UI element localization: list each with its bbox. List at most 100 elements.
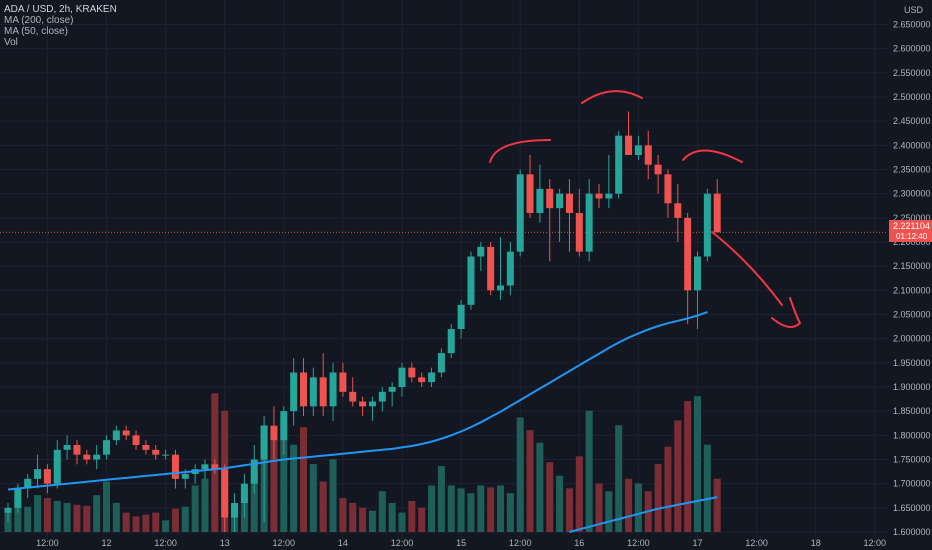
candle-body — [457, 304, 465, 329]
volume-bar — [142, 514, 150, 532]
time-tick-label: 12:00 — [745, 538, 768, 548]
time-axis[interactable]: 12:00 12 12:00 13 12:00 14 12:00 15 12:00 16 12:00… — [0, 538, 932, 550]
candle-body — [270, 425, 278, 441]
volume-bar — [73, 504, 81, 532]
candle-body — [309, 377, 317, 407]
legend-ma200[interactable]: MA (200, close) — [4, 15, 74, 26]
candle-body — [684, 217, 692, 291]
current-price-value: 2.221104 — [893, 221, 930, 231]
candle-body — [526, 174, 534, 213]
candle-body — [418, 377, 426, 383]
legend-symbol[interactable]: ADA / USD, 2h, KRAKEN — [4, 4, 117, 15]
volume-bar — [546, 462, 554, 532]
candle-body — [280, 411, 288, 441]
time-tick-label: 18 — [811, 538, 821, 548]
price-tick-label: 2.650000 — [893, 20, 931, 30]
volume-bar — [63, 502, 71, 532]
candle-body — [703, 193, 711, 257]
time-tick-label: 12:00 — [391, 538, 414, 548]
volume-bar — [556, 475, 564, 532]
candle-body — [428, 372, 436, 383]
price-tick-label: 2.150000 — [893, 261, 931, 271]
time-axis-bg — [0, 540, 932, 550]
volume-bar — [664, 446, 672, 532]
time-tick-label: 12:00 — [273, 538, 296, 548]
volume-bar — [280, 439, 288, 532]
candle-body — [359, 401, 367, 407]
candle-body — [398, 367, 406, 387]
price-axis[interactable]: 1.600000 1.650000 1.700000 1.750000 1.800000… — [888, 0, 932, 550]
volume-bar — [122, 512, 130, 532]
chart-legend: ADA / USD, 2h, KRAKEN MA (200, close) MA… — [4, 4, 117, 48]
volume-bar — [388, 502, 396, 532]
candle-body — [644, 145, 652, 165]
price-tick-label: 2.550000 — [893, 68, 931, 78]
price-tick-label: 2.050000 — [893, 310, 931, 320]
volume-bar — [487, 487, 495, 532]
candle-body — [615, 135, 623, 194]
time-tick-label: 12:00 — [864, 538, 887, 548]
volume-bar — [34, 495, 42, 532]
candle-body — [260, 425, 268, 460]
volume-bar — [565, 488, 573, 532]
legend-ma50[interactable]: MA (50, close) — [4, 26, 68, 37]
candle-body — [43, 469, 51, 484]
candle-body — [339, 372, 347, 392]
candle-body — [329, 372, 337, 407]
candle-body — [565, 193, 573, 213]
volume-bar — [506, 493, 514, 532]
candle-body — [447, 329, 455, 354]
time-tick-label: 13 — [220, 538, 230, 548]
candle-body — [378, 391, 386, 402]
volume-bar — [497, 485, 504, 532]
price-tick-label: 1.950000 — [893, 358, 931, 368]
volume-bar — [359, 507, 367, 532]
candle-body — [14, 488, 22, 508]
volume-bar — [53, 500, 61, 532]
legend-vol[interactable]: Vol — [4, 37, 18, 48]
time-tick-label: 12:00 — [509, 538, 532, 548]
annotation-stroke — [489, 139, 551, 163]
currency-label: USD — [904, 5, 924, 15]
volume-bar — [605, 491, 613, 532]
candle-body — [290, 372, 298, 412]
volume-bar — [536, 442, 544, 532]
hand-drawn-annotations — [489, 90, 802, 328]
candle-body — [24, 478, 32, 489]
volume-bar — [684, 401, 692, 532]
volume-bar — [428, 485, 436, 532]
candle-body — [4, 507, 12, 513]
volume-bar — [654, 464, 662, 532]
volume-bar — [103, 481, 110, 532]
volume-bar — [368, 510, 376, 532]
candle-body — [93, 454, 101, 460]
candle-body — [142, 445, 150, 450]
volume-bar — [24, 506, 32, 532]
candle-body — [240, 483, 248, 503]
time-tick-label: 17 — [692, 538, 702, 548]
candle-body — [605, 193, 613, 199]
volume-bar — [339, 498, 347, 532]
volume-bar — [112, 502, 120, 532]
price-tick-label: 1.900000 — [893, 382, 931, 392]
volume-bar — [703, 444, 711, 532]
volume-ma-line — [569, 496, 718, 533]
candle-body — [585, 193, 593, 252]
candle-body — [477, 246, 485, 257]
price-tick-label: 2.300000 — [893, 189, 931, 199]
price-tick-label: 2.500000 — [893, 92, 931, 102]
candle-body — [162, 454, 170, 456]
volume-bar — [329, 459, 337, 532]
volume-bar — [477, 485, 485, 532]
volume-bar — [201, 478, 209, 532]
volume-bar — [191, 485, 199, 532]
candle-body — [34, 469, 42, 479]
candle-body — [516, 174, 524, 252]
candle-body — [231, 503, 239, 518]
candle-body — [132, 435, 140, 445]
candle-body — [536, 188, 544, 213]
volume-bar — [171, 508, 179, 532]
volume-bar — [162, 520, 170, 532]
candlesticks — [4, 111, 721, 532]
